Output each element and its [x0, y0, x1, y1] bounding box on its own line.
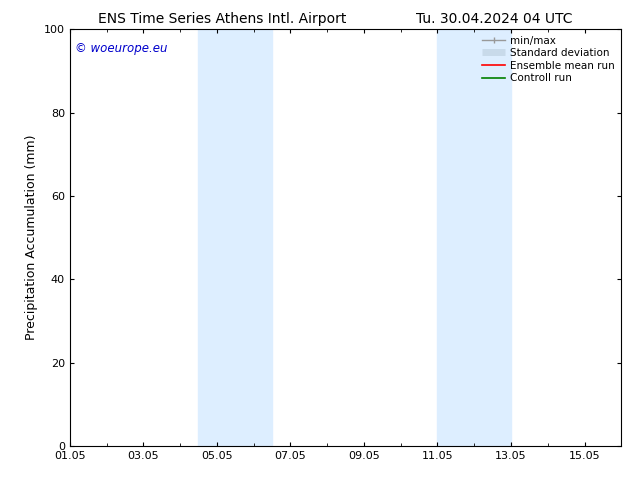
Legend: min/max, Standard deviation, Ensemble mean run, Controll run: min/max, Standard deviation, Ensemble me…	[478, 31, 619, 88]
Text: © woeurope.eu: © woeurope.eu	[75, 42, 168, 55]
Text: Tu. 30.04.2024 04 UTC: Tu. 30.04.2024 04 UTC	[417, 12, 573, 26]
Text: ENS Time Series Athens Intl. Airport: ENS Time Series Athens Intl. Airport	[98, 12, 346, 26]
Bar	[437, 29, 511, 446]
Y-axis label: Precipitation Accumulation (mm): Precipitation Accumulation (mm)	[25, 135, 38, 341]
Bar	[198, 29, 272, 446]
